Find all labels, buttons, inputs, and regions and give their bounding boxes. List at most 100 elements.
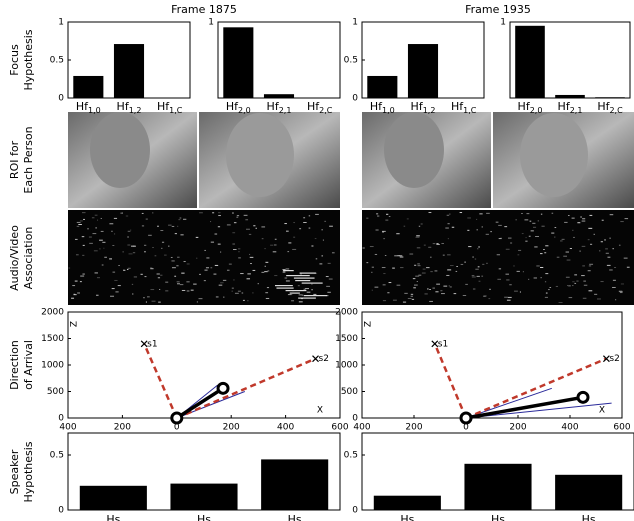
speckle [243, 300, 245, 301]
speckle [249, 254, 250, 255]
x-tick-label: Hf2,0 [226, 100, 251, 115]
speckle [72, 285, 75, 286]
speckle [416, 235, 420, 236]
speckle [290, 293, 300, 294]
speckle [109, 223, 113, 224]
speckle [329, 226, 333, 227]
x-tick-label: 200 [114, 423, 131, 433]
speckle [430, 257, 432, 258]
speckle [517, 271, 520, 272]
speckle [423, 269, 426, 270]
speckle [460, 212, 462, 213]
speckle [288, 242, 291, 243]
speckle [456, 271, 458, 272]
speckle [102, 242, 105, 243]
speckle [74, 294, 76, 295]
speckle [497, 254, 500, 255]
speckle [227, 270, 230, 271]
speckle [155, 255, 157, 256]
speckle [377, 216, 379, 217]
speckle [114, 218, 117, 219]
speckle [559, 302, 563, 303]
x-tick-label: Hf2,1 [558, 100, 583, 115]
speckle [443, 255, 445, 256]
speckle [127, 236, 128, 237]
speckle [531, 230, 534, 231]
speckle [148, 235, 152, 236]
speckle [504, 297, 508, 298]
speckle [275, 239, 277, 240]
speckle [220, 252, 221, 253]
speckle [300, 274, 301, 275]
y-axis-label: Z [364, 321, 374, 327]
speckle [506, 249, 510, 250]
speckle [115, 291, 118, 292]
speckle [122, 213, 123, 214]
speckle [447, 269, 451, 270]
speckle [164, 255, 167, 256]
speckle [488, 298, 490, 299]
speckle [212, 212, 214, 213]
bar [261, 459, 328, 510]
speckle [556, 286, 558, 287]
bar [170, 484, 237, 510]
speckle [506, 279, 509, 280]
source-direction [435, 344, 466, 418]
speckle [465, 284, 468, 285]
speckle [475, 259, 476, 260]
speckle [429, 289, 430, 290]
speckle [601, 241, 603, 242]
y-tick-label: 0 [352, 506, 358, 516]
speckle [418, 265, 421, 266]
x-tick-label: Hs [106, 513, 120, 521]
x-tick-label: Hf1,2 [411, 100, 436, 115]
x-tick-label: Hf2,C [307, 100, 333, 115]
speckle [418, 275, 421, 276]
speckle [184, 261, 186, 262]
speckle [144, 245, 146, 246]
speckle [165, 290, 168, 291]
row-label-line: Speaker [8, 449, 21, 494]
x-tick-label: Hf1,C [451, 100, 477, 115]
speckle [187, 290, 190, 291]
speckle [588, 270, 591, 271]
speckle [276, 288, 293, 289]
speckle [329, 279, 333, 280]
speckle [223, 297, 224, 298]
speckle [589, 264, 593, 265]
row-label: Audio/Video Association [8, 225, 35, 291]
speckle [448, 223, 450, 224]
speckle [114, 233, 115, 234]
speckle [144, 276, 146, 277]
speckle [211, 242, 214, 243]
speckle [150, 268, 153, 269]
speckle [582, 218, 585, 219]
y-tick-label: 0.5 [50, 451, 64, 461]
source-label: s1 [147, 339, 157, 349]
speckle [265, 266, 266, 267]
speckle [450, 286, 452, 287]
speckle [363, 248, 365, 249]
speckle [199, 212, 203, 213]
speckle [382, 231, 384, 232]
speckle [498, 225, 502, 226]
speckle [210, 267, 212, 268]
speckle [545, 273, 548, 274]
speckle [533, 227, 536, 228]
speckle [499, 268, 501, 269]
speckle [574, 274, 577, 275]
speckle [554, 237, 555, 238]
x-tick-label: 400 [59, 423, 76, 433]
row-label-line: Focus [8, 44, 21, 76]
speckle [389, 282, 392, 283]
speckle [303, 217, 305, 218]
speckle [249, 234, 251, 235]
speckle [291, 300, 294, 301]
speckle [473, 257, 474, 258]
speckle [216, 296, 219, 297]
y-tick-label: 500 [341, 387, 358, 397]
speckle [432, 288, 435, 289]
speckle [171, 257, 173, 258]
speckle [286, 280, 290, 281]
speckle [566, 252, 569, 253]
